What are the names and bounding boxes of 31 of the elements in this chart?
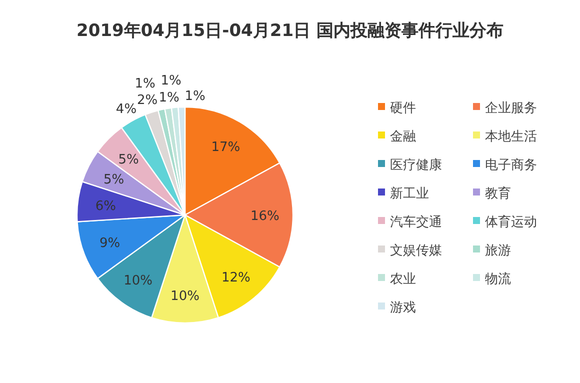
data-label: 12% (221, 270, 250, 286)
data-label: 6% (95, 198, 116, 214)
legend-label: 教育 (485, 186, 511, 202)
legend-label: 农业 (390, 272, 416, 287)
data-label: 5% (103, 172, 124, 188)
data-label: 1% (184, 89, 206, 104)
data-label: 16% (250, 209, 280, 224)
data-label: 9% (99, 236, 120, 252)
data-label: 1% (160, 74, 182, 89)
legend-label: 新工业 (390, 186, 429, 202)
data-label: 1% (134, 76, 156, 92)
legend-label: 物流 (485, 271, 511, 287)
chart-title: 2019年04月15日-04月21日 国内投融资事件行业分布 (76, 21, 504, 41)
legend-label: 本地生活 (485, 130, 537, 144)
legend-label: 体育运动 (485, 214, 537, 230)
legend-label: 医疗健康 (390, 158, 442, 173)
legend-label: 文娱传媒 (390, 244, 442, 258)
legend-label: 企业服务 (485, 101, 537, 116)
legend-label: 旅游 (485, 244, 511, 258)
data-label: 2% (136, 92, 158, 108)
legend-label: 汽车交通 (390, 214, 442, 230)
data-label: 4% (116, 102, 137, 118)
legend-label: 硬件 (390, 101, 416, 116)
legend-label: 游戏 (390, 300, 416, 316)
legend-label: 金融 (390, 130, 416, 144)
data-label: 1% (158, 90, 180, 106)
legend-label: 电子商务 (485, 158, 537, 173)
data-label: 5% (118, 152, 139, 168)
data-label: 10% (124, 274, 152, 289)
data-label: 10% (170, 288, 200, 304)
data-label: 17% (211, 140, 240, 156)
